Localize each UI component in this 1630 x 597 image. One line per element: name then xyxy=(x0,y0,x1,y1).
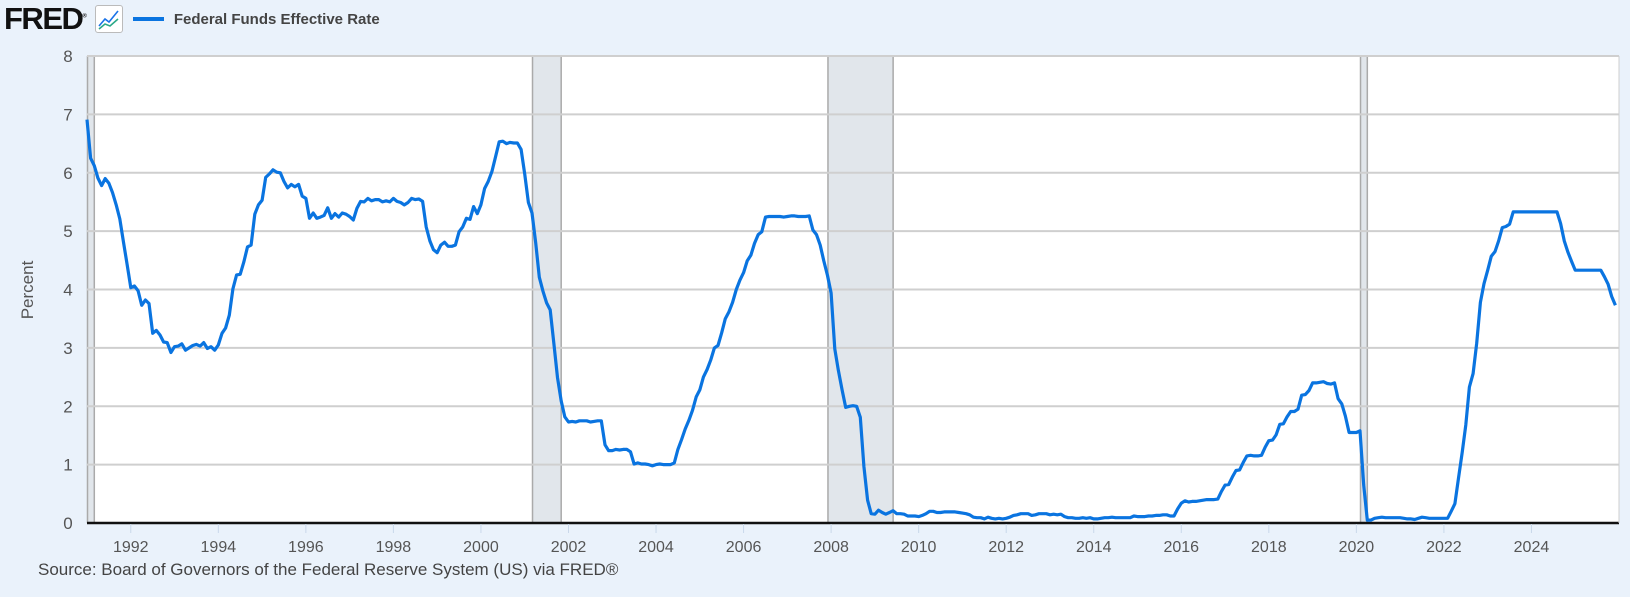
series-line-federal-funds-rate xyxy=(85,119,1617,522)
x-tick-label: 1998 xyxy=(376,539,412,556)
x-tick-label: 2000 xyxy=(463,539,499,556)
y-tick-label: 4 xyxy=(63,281,72,300)
y-tick-label: 6 xyxy=(63,164,72,183)
x-tick-label: 2002 xyxy=(551,539,587,556)
y-tick-label: 2 xyxy=(63,397,72,416)
x-tick-label: 1994 xyxy=(201,539,237,556)
legend-swatch xyxy=(132,17,164,21)
source-note: Source: Board of Governors of the Federa… xyxy=(38,560,619,579)
chart-header: FRED® Federal Funds Effective Rate xyxy=(4,1,380,36)
fred-logo[interactable]: FRED® xyxy=(4,1,87,36)
logo-text: FRED xyxy=(4,1,84,36)
y-tick-label: 7 xyxy=(63,105,72,124)
x-tick-label: 2024 xyxy=(1514,539,1550,556)
x-tick-label: 1992 xyxy=(113,539,149,556)
x-tick-label: 2006 xyxy=(726,539,762,556)
y-tick-label: 0 xyxy=(63,514,72,533)
line-chart-icon[interactable] xyxy=(94,5,123,33)
x-tick-label: 2012 xyxy=(988,539,1024,556)
y-tick-label: 5 xyxy=(63,222,72,241)
y-tick-label: 8 xyxy=(63,47,72,66)
x-tick-label: 2014 xyxy=(1076,539,1112,556)
x-tick-label: 2010 xyxy=(901,539,937,556)
x-tick-label: 2016 xyxy=(1163,539,1199,556)
x-tick-label: 2020 xyxy=(1339,539,1375,556)
x-tick-label: 2008 xyxy=(813,539,849,556)
legend-label: Federal Funds Effective Rate xyxy=(173,10,380,28)
y-axis-label: Percent xyxy=(18,260,37,319)
x-tick-label: 2004 xyxy=(638,539,674,556)
x-tick-label: 2022 xyxy=(1426,539,1462,556)
x-tick-label: 1996 xyxy=(288,539,324,556)
y-tick-label: 1 xyxy=(63,456,72,475)
x-tick-label: 2018 xyxy=(1251,539,1287,556)
y-tick-label: 3 xyxy=(63,339,72,358)
